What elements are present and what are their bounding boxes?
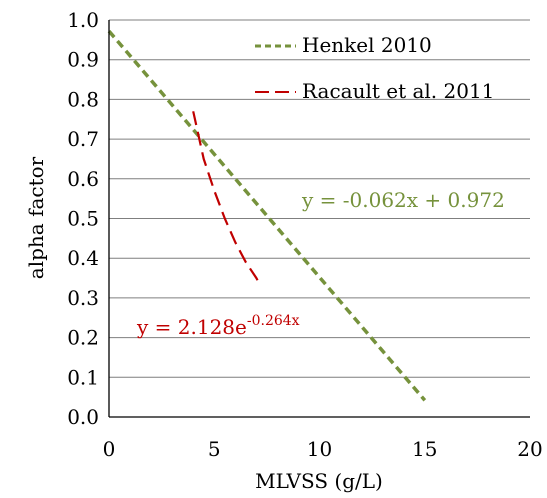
y-tick-label: 0.3 [67, 286, 99, 310]
axes [108, 20, 530, 418]
y-tick-label: 0.4 [67, 246, 99, 270]
x-tick-label: 20 [517, 437, 542, 461]
x-tick-label: 10 [307, 437, 332, 461]
racault-equation-exponent: -0.264x [247, 313, 300, 329]
series-line-henkel [107, 29, 427, 402]
series-line-racault [192, 111, 262, 287]
legend-label-henkel: Henkel 2010 [302, 33, 432, 57]
x-tick-label: 15 [412, 437, 437, 461]
y-tick-label: 0.1 [67, 365, 99, 389]
racault-equation-base: y = 2.128e [136, 315, 247, 339]
y-tick-label: 0.8 [67, 87, 99, 111]
y-tick-label: 0.5 [67, 207, 99, 231]
series-layer [107, 29, 427, 402]
y-tick-label: 0.6 [67, 167, 99, 191]
y-tick-label: 0.7 [67, 127, 99, 151]
y-tick-label: 0.2 [67, 326, 99, 350]
legend-label-racault: Racault et al. 2011 [302, 79, 494, 103]
henkel-equation: y = -0.062x + 0.972 [301, 188, 505, 212]
y-tick-labels: 0.0 0.1 0.2 0.3 0.4 0.5 0.6 0.7 0.8 0.9 1.0 [67, 8, 99, 429]
y-tick-label: 0.0 [67, 405, 99, 429]
x-tick-labels: 0 5 10 15 20 [103, 437, 543, 461]
x-tick-label: 0 [103, 437, 116, 461]
x-tick-label: 5 [208, 437, 221, 461]
x-axis-label: MLVSS (g/L) [255, 469, 383, 493]
y-tick-label: 1.0 [67, 8, 99, 32]
grid-lines [109, 19, 530, 378]
racault-equation: y = 2.128e-0.264x [136, 313, 300, 339]
y-tick-label: 0.9 [67, 48, 99, 72]
y-axis-label: alpha factor [24, 156, 48, 279]
legend: Henkel 2010 Racault et al. 2011 [255, 33, 494, 103]
